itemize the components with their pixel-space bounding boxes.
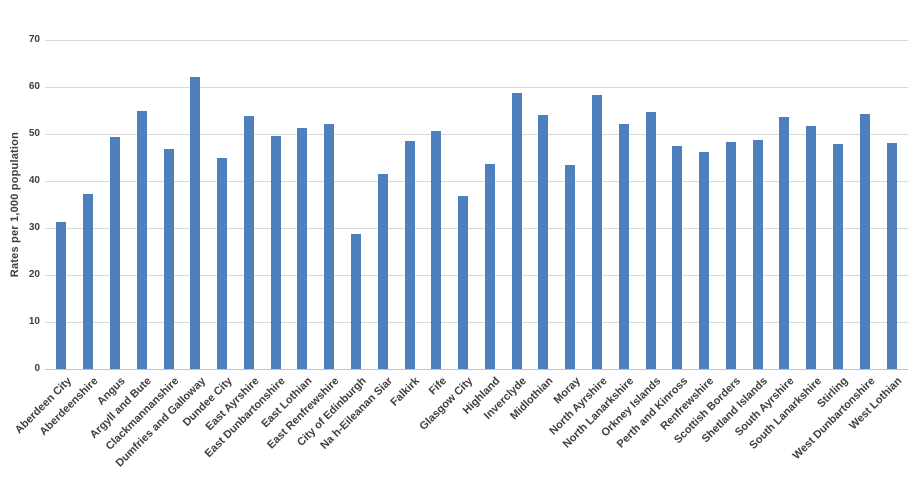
bar-argyll-and-bute	[136, 111, 147, 369]
y-tick-label-50: 50	[28, 128, 40, 139]
bar-east-lothian	[297, 128, 308, 369]
bar-north-lanarkshire	[618, 124, 629, 369]
bar-dundee-city	[217, 157, 228, 369]
x-axis-label-falkirk: Falkirk	[388, 375, 423, 409]
bar-perth-and-kinross	[672, 146, 683, 369]
bar-moray	[565, 164, 576, 369]
x-axis-line	[45, 369, 908, 370]
bar-na-h-eileanan-siar	[377, 173, 388, 369]
gridline-y-10	[45, 322, 908, 323]
bar-clackmannanshire	[163, 149, 174, 369]
y-tick-label-30: 30	[28, 222, 40, 233]
bar-south-ayrshire	[779, 117, 790, 369]
bar-aberdeen-city	[56, 221, 67, 369]
y-tick-label-70: 70	[28, 34, 40, 45]
gridline-y-20	[45, 275, 908, 276]
gridline-y-40	[45, 181, 908, 182]
y-tick-label-40: 40	[28, 175, 40, 186]
bar-falkirk	[404, 141, 415, 369]
y-tick-label-60: 60	[28, 81, 40, 92]
bar-glasgow-city	[458, 196, 469, 369]
bar-shetland-islands	[752, 140, 763, 369]
gridline-y-50	[45, 134, 908, 135]
y-tick-label-0: 0	[34, 363, 40, 374]
bar-city-of-edinburgh	[350, 233, 361, 369]
y-axis-title: Rates per 1,000 population	[9, 132, 21, 278]
bar-midlothian	[538, 114, 549, 369]
bar-inverclyde	[511, 93, 522, 369]
bar-east-dunbartonshire	[270, 135, 281, 369]
gridline-y-70	[45, 40, 908, 41]
bar-dumfries-and-galloway	[190, 76, 201, 369]
bar-scottish-borders	[725, 141, 736, 369]
bar-west-dunbartonshire	[859, 113, 870, 369]
bar-north-ayrshire	[592, 95, 603, 369]
x-axis-label-fife: Fife	[426, 375, 449, 398]
bar-fife	[431, 130, 442, 369]
y-tick-label-20: 20	[28, 269, 40, 280]
gridline-y-60	[45, 87, 908, 88]
bar-east-ayrshire	[243, 115, 254, 369]
y-tick-label-10: 10	[28, 316, 40, 327]
bar-angus	[109, 137, 120, 369]
bar-aberdeenshire	[83, 194, 94, 369]
bar-south-lanarkshire	[806, 126, 817, 369]
gridline-y-30	[45, 228, 908, 229]
bar-orkney-islands	[645, 111, 656, 369]
bar-renfrewshire	[699, 152, 710, 369]
bar-stirling	[833, 144, 844, 369]
bar-east-renfrewshire	[324, 123, 335, 369]
bar-west-lothian	[886, 143, 897, 369]
bar-highland	[484, 164, 495, 369]
